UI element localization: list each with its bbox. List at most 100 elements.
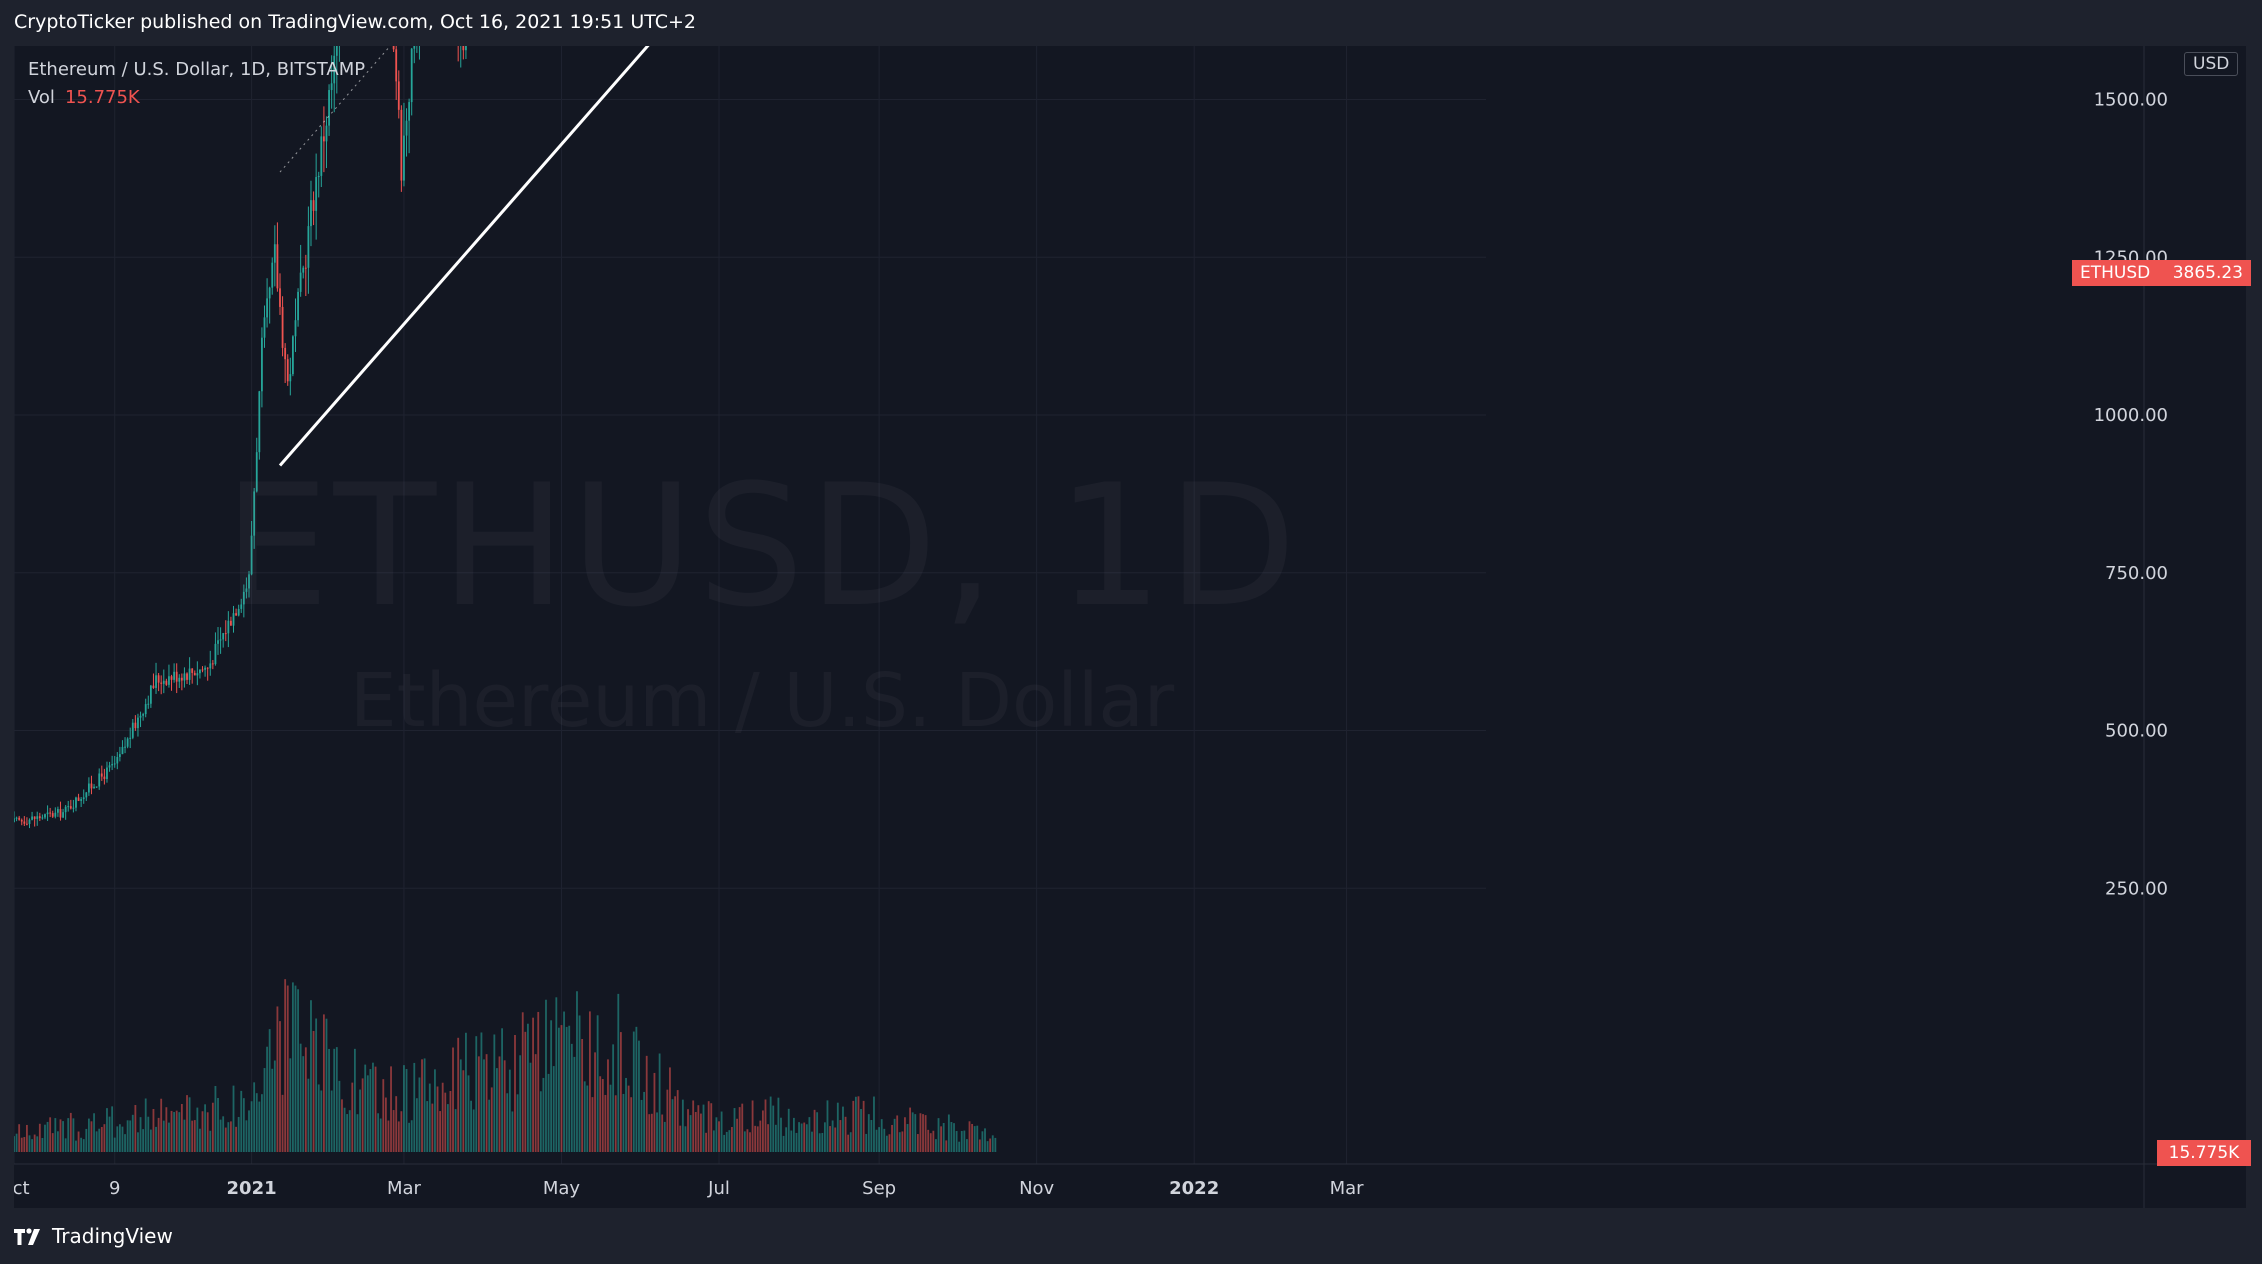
candle-body xyxy=(175,671,178,682)
volume-bar xyxy=(214,1086,217,1152)
volume-bar xyxy=(671,1099,674,1152)
candle-body xyxy=(462,46,465,51)
volume-bar xyxy=(69,1112,72,1152)
volume-bar xyxy=(372,1062,374,1152)
volume-bar xyxy=(984,1128,986,1152)
volume-bar xyxy=(322,1014,325,1152)
volume-bar xyxy=(963,1130,966,1152)
volume-bar xyxy=(472,1109,475,1152)
volume-bar xyxy=(87,1118,90,1152)
candle-body xyxy=(144,704,147,715)
volume-bar xyxy=(619,1032,622,1152)
volume-bar xyxy=(77,1131,80,1152)
volume-bar xyxy=(862,1100,865,1152)
chart-area[interactable]: 250.00500.00750.001000.001250.001500.001… xyxy=(14,46,2251,1208)
volume-bar xyxy=(23,1137,26,1152)
volume-bar xyxy=(612,1044,615,1152)
volume-bar xyxy=(467,1075,470,1152)
candle-body xyxy=(152,685,155,688)
candle-body xyxy=(196,673,199,676)
candle-body xyxy=(188,668,191,680)
candle-body xyxy=(312,200,315,211)
volume-bar xyxy=(687,1109,689,1152)
candle-body xyxy=(258,391,261,453)
volume-bar xyxy=(588,1011,591,1152)
volume-bar xyxy=(147,1116,150,1152)
volume-bar xyxy=(353,1048,356,1152)
candle-body xyxy=(165,680,168,685)
volume-bar xyxy=(922,1114,924,1152)
volume-bar xyxy=(508,1069,511,1152)
volume-bar xyxy=(981,1131,984,1152)
volume-bar xyxy=(811,1131,813,1152)
volume-bar xyxy=(650,1113,653,1152)
volume-bar xyxy=(834,1127,837,1152)
candle-body xyxy=(168,676,170,685)
y-tick-label: 250.00 xyxy=(2105,878,2168,899)
volume-bar xyxy=(261,1094,263,1152)
volume-bar xyxy=(563,1011,565,1152)
volume-bar xyxy=(932,1130,935,1152)
tradingview-brand[interactable]: TradingView xyxy=(14,1224,173,1248)
volume-bar xyxy=(607,1059,609,1152)
volume-bar xyxy=(710,1103,713,1152)
volume-bar xyxy=(28,1135,31,1152)
volume-bar xyxy=(658,1053,661,1152)
volume-bar xyxy=(878,1127,881,1152)
volume-bar xyxy=(82,1139,85,1152)
volume-bar xyxy=(762,1110,764,1152)
volume-bar xyxy=(188,1097,191,1152)
volume-bar xyxy=(950,1121,953,1152)
volume-bar xyxy=(576,991,578,1152)
candle-body xyxy=(242,591,245,605)
volume-bar xyxy=(428,1083,431,1152)
volume-bar xyxy=(160,1098,163,1152)
volume-bar xyxy=(929,1133,932,1152)
volume-bar xyxy=(263,1068,266,1152)
volume-bar xyxy=(155,1126,157,1152)
candle-body xyxy=(405,120,408,136)
candle-body xyxy=(38,816,41,819)
candle-body xyxy=(307,226,310,268)
volume-bar xyxy=(26,1124,28,1152)
volume-bar xyxy=(341,1099,343,1152)
volume-bar xyxy=(800,1123,803,1152)
symbol-legend[interactable]: Ethereum / U.S. Dollar, 1D, BITSTAMP xyxy=(28,59,366,80)
volume-bar xyxy=(108,1116,111,1152)
candle-body xyxy=(268,287,271,299)
volume-bar xyxy=(945,1140,948,1152)
volume-bar xyxy=(310,1000,312,1152)
volume-bar xyxy=(361,1078,364,1152)
volume-bar xyxy=(537,1011,540,1152)
volume-bar xyxy=(44,1124,46,1152)
volume-bar xyxy=(423,1058,426,1152)
volume-bar xyxy=(134,1105,137,1152)
volume-bar xyxy=(439,1111,442,1152)
volume-legend[interactable]: Vol 15.775K xyxy=(28,84,365,112)
volume-bar xyxy=(568,1025,571,1152)
volume-bar xyxy=(532,1017,534,1152)
volume-bar xyxy=(333,1048,336,1152)
volume-bar xyxy=(609,1084,612,1152)
volume-bar xyxy=(54,1118,57,1152)
volume-bar xyxy=(790,1130,793,1152)
candle-body xyxy=(15,817,18,819)
candle-body xyxy=(250,535,253,575)
volume-bar xyxy=(315,1018,318,1152)
volume-bar xyxy=(462,1070,465,1152)
candle-body xyxy=(173,671,176,680)
candle-body xyxy=(121,746,124,755)
candle-body xyxy=(106,767,108,779)
volume-bar xyxy=(731,1127,733,1152)
volume-bar xyxy=(692,1100,695,1152)
volume-bar xyxy=(570,1043,573,1152)
volume-bar xyxy=(880,1119,883,1152)
candle-body xyxy=(98,773,101,787)
volume-bar xyxy=(782,1135,785,1152)
currency-button[interactable]: USD xyxy=(2184,52,2239,76)
candle-body xyxy=(227,620,230,634)
volume-bar xyxy=(237,1116,240,1152)
volume-bar xyxy=(408,1122,411,1152)
volume-bar xyxy=(601,1079,604,1152)
chart-canvas[interactable]: 250.00500.00750.001000.001250.001500.001… xyxy=(14,46,2246,1208)
